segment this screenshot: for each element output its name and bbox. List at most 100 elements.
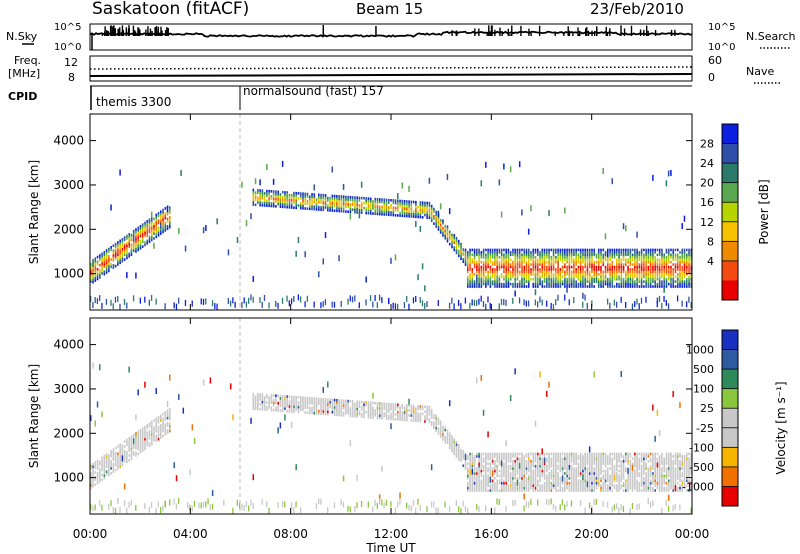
scatter-cell	[577, 258, 580, 261]
scatter-cell	[575, 462, 577, 465]
scatter-cell	[387, 405, 390, 408]
scatter-cell	[442, 219, 444, 223]
scatter-cell	[279, 195, 282, 199]
scatter-cell	[573, 469, 575, 473]
scatter-cell	[570, 275, 573, 279]
scatter-cell	[381, 402, 383, 405]
scatter-cell	[306, 200, 309, 203]
scatter-cell	[101, 463, 103, 467]
scatter-cell	[512, 251, 514, 254]
scatter-cell	[584, 469, 586, 473]
scatter-cell	[582, 275, 584, 279]
scatter-cell	[302, 406, 304, 409]
scatter-cell	[640, 285, 643, 288]
scatter-cell	[577, 472, 580, 475]
scatter-cell	[146, 239, 149, 243]
scatter-cell	[570, 251, 573, 254]
scatter-cell	[518, 489, 521, 492]
scatter-cell	[604, 275, 607, 279]
scatter-cell	[661, 251, 663, 254]
ground-speck	[595, 498, 597, 505]
scatter-cell	[284, 200, 286, 204]
scatter-cell	[548, 467, 550, 470]
scatter-speck	[408, 185, 410, 192]
scatter-cell	[557, 268, 559, 271]
scatter-cell	[509, 455, 512, 458]
scatter-cell	[261, 400, 264, 404]
scatter-cell	[293, 395, 295, 399]
scatter-cell	[272, 195, 275, 198]
power-colorbar-swatch	[722, 182, 738, 203]
scatter-cell	[631, 474, 634, 478]
scatter-cell	[478, 455, 480, 458]
scatter-cell	[259, 407, 261, 411]
scatter-cell	[90, 471, 92, 475]
scatter-cell	[606, 467, 609, 470]
scatter-cell	[557, 248, 559, 252]
scatter-cell	[281, 399, 284, 403]
scatter-cell	[536, 455, 539, 458]
scatter-cell	[473, 467, 476, 470]
ground-speck	[498, 498, 500, 505]
scatter-cell	[394, 403, 397, 406]
scatter-cell	[261, 204, 264, 207]
scatter-cell	[139, 433, 142, 437]
scatter-cell	[649, 270, 652, 274]
scatter-cell	[622, 251, 625, 254]
scatter-cell	[609, 484, 611, 487]
scatter-cell	[584, 263, 586, 266]
scatter-cell	[566, 251, 568, 254]
scatter-speck	[564, 207, 566, 214]
scatter-cell	[643, 255, 645, 259]
scatter-cell	[453, 442, 456, 446]
scatter-speck	[318, 271, 320, 278]
scatter-cell	[263, 204, 266, 207]
ground-speck	[243, 297, 245, 304]
scatter-speck	[582, 292, 584, 299]
scatter-cell	[128, 245, 130, 248]
scatter-cell	[539, 268, 541, 271]
scatter-cell	[410, 212, 413, 216]
scatter-cell	[263, 400, 266, 404]
scatter-cell	[575, 263, 577, 266]
scatter-cell	[609, 462, 611, 465]
scatter-cell	[516, 459, 519, 463]
scatter-cell	[618, 248, 620, 252]
scatter-cell	[645, 263, 647, 266]
ground-speck	[324, 299, 327, 306]
scatter-cell	[103, 462, 106, 465]
scatter-cell	[345, 195, 347, 199]
scatter-cell	[329, 405, 331, 409]
scatter-cell	[645, 457, 647, 461]
scatter-cell	[566, 253, 568, 257]
scatter-cell	[530, 277, 532, 281]
scatter-cell	[591, 467, 593, 470]
scatter-cell	[378, 200, 381, 204]
scatter-cell	[505, 455, 507, 458]
scatter-cell	[539, 251, 541, 254]
scatter-cell	[254, 193, 257, 197]
scatter-cell	[516, 263, 519, 266]
scatter-cell	[114, 250, 117, 253]
scatter-cell	[546, 248, 548, 252]
scatter-cell	[114, 446, 117, 450]
scatter-cell	[157, 229, 160, 232]
scatter-cell	[491, 260, 494, 264]
scatter-cell	[512, 484, 514, 487]
scatter-cell	[683, 263, 686, 266]
scatter-cell	[557, 263, 559, 266]
scatter-cell	[157, 418, 160, 422]
scatter-cell	[336, 406, 338, 409]
ground-speck	[150, 294, 153, 301]
scatter-cell	[329, 199, 331, 202]
scatter-cell	[126, 249, 128, 252]
scatter-cell	[381, 409, 383, 413]
ground-speck	[548, 499, 550, 506]
scatter-cell	[372, 416, 374, 419]
scatter-cell	[139, 234, 142, 238]
scatter-cell	[555, 251, 557, 254]
scatter-cell	[503, 268, 505, 271]
scatter-cell	[579, 285, 582, 288]
scatter-cell	[561, 489, 564, 492]
